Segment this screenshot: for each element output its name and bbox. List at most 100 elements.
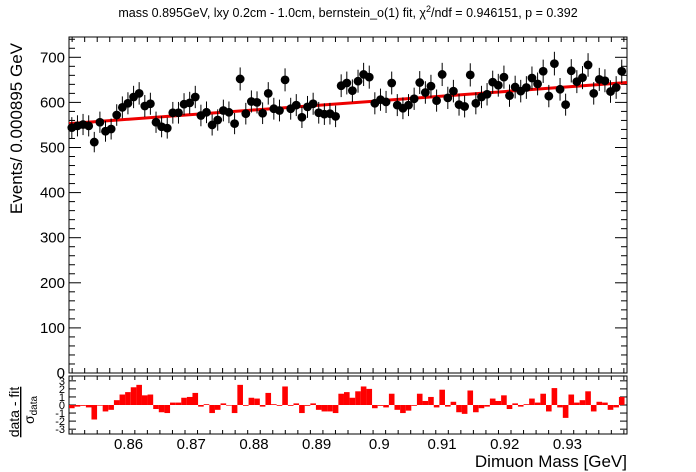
pull-bar <box>214 405 221 410</box>
pull-bar <box>153 405 159 410</box>
data-point <box>134 88 144 98</box>
pull-bar <box>377 405 384 406</box>
data-point <box>549 59 559 69</box>
data-point <box>353 76 363 86</box>
pull-bar <box>574 402 580 405</box>
main-y-tick-label: 300 <box>40 230 65 247</box>
pull-bar <box>192 392 199 405</box>
data-point <box>297 112 307 122</box>
data-point <box>291 100 301 110</box>
x-tick-label: 0.93 <box>553 436 582 453</box>
data-point <box>465 70 475 80</box>
pull-bar <box>108 405 114 410</box>
data-point <box>280 75 290 85</box>
data-point <box>460 102 470 111</box>
data-point <box>342 78 352 88</box>
data-point <box>499 72 509 82</box>
pull-bar <box>422 400 429 405</box>
pull-bar <box>349 397 356 405</box>
pull-bar <box>141 395 148 405</box>
pull-bar <box>618 396 625 405</box>
pull-y-tick-label: 3 <box>59 376 65 388</box>
pull-bar <box>478 405 485 409</box>
data-point <box>409 94 419 104</box>
pull-bar <box>590 405 597 412</box>
pull-bar <box>495 400 502 405</box>
x-tick-label: 0.89 <box>302 436 331 453</box>
data-point <box>561 100 571 110</box>
pull-y-tick-label: -1 <box>55 408 65 420</box>
pull-bar <box>562 405 569 418</box>
x-tick-label: 0.91 <box>427 436 456 453</box>
pull-bar <box>439 389 445 405</box>
pull-y-tick-label: 1 <box>59 392 65 404</box>
pull-bar <box>97 405 103 406</box>
data-point <box>308 99 318 109</box>
data-point <box>482 89 492 99</box>
pull-y-tick-label: 2 <box>59 384 65 396</box>
data-point <box>415 78 425 87</box>
main-y-tick-label: 0 <box>57 365 65 382</box>
data-point <box>95 117 105 127</box>
data-point <box>493 80 503 90</box>
pull-y-axis-label-denominator: σdata <box>21 396 40 425</box>
main-axis-ticks <box>69 37 627 374</box>
data-point <box>527 73 537 83</box>
x-tick-label: 0.88 <box>239 436 268 453</box>
data-point <box>202 107 211 117</box>
pull-bar <box>456 405 462 413</box>
pull-bar <box>282 386 288 405</box>
main-y-tick-label: 200 <box>40 275 65 292</box>
pull-y-tick-label: -3 <box>55 424 65 436</box>
pull-bar <box>416 393 423 405</box>
data-point <box>555 84 565 94</box>
data-point <box>174 108 183 118</box>
axis-labels: 0 100 200 300 400 500 600 700 0.86 0.87 0.88 0.89 0.… <box>6 42 627 471</box>
pull-bar <box>304 405 311 406</box>
main-y-tick-label: 400 <box>40 185 65 202</box>
pull-bar <box>366 388 373 405</box>
pull-bar <box>394 405 401 410</box>
data-point <box>589 88 599 98</box>
pull-bar <box>237 384 243 405</box>
data-point <box>544 91 554 101</box>
pull-bar <box>271 404 277 405</box>
pull-bar <box>602 402 608 405</box>
pull-bar <box>248 397 255 405</box>
pull-bar <box>136 384 142 405</box>
data-point <box>387 78 397 88</box>
data-point <box>275 106 284 115</box>
data-point <box>443 93 453 103</box>
pull-bar <box>130 387 137 405</box>
data-point <box>600 76 610 86</box>
pull-bar <box>338 393 344 405</box>
data-point <box>263 88 273 98</box>
data-point <box>145 99 155 109</box>
pull-bar <box>74 405 81 407</box>
main-y-tick-label: 100 <box>40 320 65 337</box>
data-point <box>224 107 234 117</box>
data-point <box>252 97 262 107</box>
pull-bar <box>512 403 518 405</box>
main-y-tick-label: 700 <box>40 49 65 66</box>
data-point <box>190 92 200 102</box>
pull-bar <box>523 404 530 405</box>
pull-bar <box>450 401 457 405</box>
data-point <box>258 108 268 118</box>
data-point <box>230 119 239 128</box>
data-point <box>617 66 627 76</box>
pull-bar <box>433 405 440 408</box>
pull-bar <box>501 395 507 405</box>
pull-bar <box>287 405 294 406</box>
data-point <box>89 137 99 147</box>
pull-bar <box>461 405 468 414</box>
pull-bar <box>91 405 98 420</box>
data-point <box>521 83 531 92</box>
pull-bar <box>428 396 434 405</box>
pull-bar <box>220 403 227 405</box>
data-point <box>566 66 576 76</box>
pull-axis-ticks <box>69 376 627 434</box>
pull-bar <box>540 393 546 405</box>
pull-bar <box>147 394 154 405</box>
